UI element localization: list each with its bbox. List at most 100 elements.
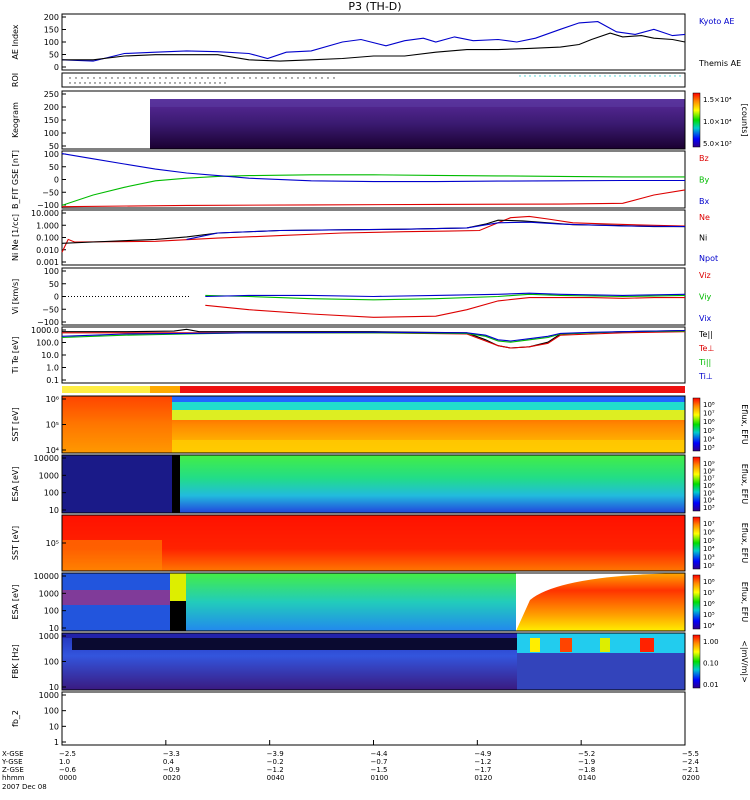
roi-dot [201, 77, 203, 79]
panel-esa1: ESA [eV] 10000 1000 100 10 10⁹10⁸10⁷10⁶10⁵10⁴… [11, 454, 749, 515]
x-tick-label: −2.1 [682, 766, 699, 774]
y-axis-label: Vi [km/s] [11, 279, 20, 315]
roi-dot [179, 82, 181, 84]
y-axis-label: FBK [Hz] [11, 644, 20, 678]
y-tick-label: 1000 [39, 691, 59, 700]
colorbar-tick-label: 10⁷ [703, 475, 715, 483]
x-tick-label: 0200 [682, 774, 700, 782]
panel-density: Ni Ne [1/cc] 10.000 1.000 0.100 0.010 0.001 Ne… [11, 209, 718, 267]
roi-dot [297, 77, 299, 79]
x-tick-label: −2.5 [59, 750, 76, 758]
roi-dot [231, 77, 233, 79]
x-row-label: Z-GSE [2, 766, 24, 774]
roi-dot [204, 82, 206, 84]
colorbar-tick-label: 10⁵ [703, 427, 715, 435]
y-tick-label: 50 [49, 280, 59, 289]
legend-entry: Ni [699, 234, 707, 243]
roi-dot [569, 75, 571, 77]
colorbar-unit: Eflux, EFU [740, 464, 749, 505]
roi-dot [249, 77, 251, 79]
roi-dot [219, 77, 221, 79]
legend-entry: Kyoto AE [699, 17, 734, 26]
roi-dot [664, 75, 666, 77]
y-tick-label: 150 [44, 116, 59, 125]
y-axis-label: Keogram [11, 102, 20, 138]
panel-esa2: ESA [eV] 10000 1000 100 10 10⁸ 10⁷ 10⁶ 10⁵ 10⁴ Efl… [11, 572, 749, 633]
y-tick-label: 100 [44, 707, 59, 716]
y-tick-label: 10 [49, 722, 59, 731]
roi-dot [69, 82, 71, 84]
colorbar-unit: Eflux, EFU [740, 582, 749, 623]
colorbar-unit: Eflux, EFU [740, 523, 749, 564]
y-tick-label: 10.000 [31, 209, 59, 218]
roi-dot [674, 75, 676, 77]
roi-dot [169, 82, 171, 84]
y-tick-label: 50 [49, 163, 59, 172]
y-tick-label: 1000.0 [31, 326, 59, 335]
roi-dot [564, 75, 566, 77]
colorbar [692, 634, 701, 689]
roi-dot [189, 82, 191, 84]
colorbar [692, 92, 701, 148]
x-tick-label: −0.6 [59, 766, 77, 774]
roi-dot [154, 82, 156, 84]
x-tick-label: 0040 [267, 774, 285, 782]
roi-dot [93, 77, 95, 79]
y-tick-label: 100 [44, 267, 59, 276]
colorbar-tick-label: 10⁸ [703, 467, 715, 475]
roi-dot [134, 82, 136, 84]
panel-temperature: Ti Te [eV] 1000.0 100.0 10.0 1.0 0.1 Te|| Te⊥ Ti… [11, 326, 714, 385]
roi-dot [291, 77, 293, 79]
panel-frame [61, 454, 686, 514]
x-tick-label: −3.9 [267, 750, 284, 758]
colorbar-tick-label: 1.0×10⁴ [703, 118, 732, 126]
y-tick-label: 50 [49, 142, 59, 151]
colorbar-tick-label: 10⁴ [703, 545, 715, 553]
legend-entry: Bz [699, 154, 709, 163]
colorbar-tick-label: 0.01 [703, 681, 719, 689]
y-tick-label: 10 [49, 683, 59, 692]
roi-dot [149, 82, 151, 84]
y-tick-label: −100 [37, 201, 59, 210]
y-tick-label: 100 [44, 150, 59, 159]
panel-fbk: FBK [Hz] 1000 100 10 1.00 0.10 0.01 <|mV/m|> [11, 632, 749, 692]
roi-dot [147, 77, 149, 79]
colorbar-tick-label: 10⁶ [703, 528, 715, 536]
y-tick-label: 250 [44, 90, 59, 99]
roi-dot [544, 75, 546, 77]
roi-dot [225, 77, 227, 79]
roi-dot [574, 75, 576, 77]
roi-dot [255, 77, 257, 79]
colorbar-tick-label: 10⁶ [703, 482, 715, 490]
legend-entry: By [699, 176, 709, 185]
roi-dot [519, 75, 521, 77]
x-row-label: X-GSE [2, 750, 24, 758]
x-tick-label: 0000 [59, 774, 77, 782]
colorbar-unit: [counts] [740, 104, 749, 137]
roi-dot [165, 77, 167, 79]
x-tick-label: −4.9 [474, 750, 491, 758]
y-axis-label: ESA [eV] [11, 585, 20, 620]
colorbar-tick-label: 10⁷ [703, 589, 715, 597]
x-tick-label: −4.4 [371, 750, 389, 758]
x-tick-label: 0120 [474, 774, 492, 782]
colorbar-tick-label: 0.10 [703, 660, 719, 668]
series-line-Viy [205, 293, 686, 301]
roi-dot [594, 75, 596, 77]
y-tick-label: 200 [44, 103, 59, 112]
x-tick-label: −0.2 [267, 758, 284, 766]
roi-dot [529, 75, 531, 77]
roi-dot [195, 77, 197, 79]
panel-ae: AE Index 200 150 100 50 0 Kyoto AE Themis AE [11, 13, 741, 72]
colorbar-unit: <|mV/m|> [740, 640, 749, 683]
roi-dot [129, 82, 131, 84]
roi-dot [559, 75, 561, 77]
legend-entry: Viz [699, 271, 711, 280]
y-axis-label: fb_2 [11, 710, 20, 727]
roi-dot [333, 77, 335, 79]
y-tick-label: 100 [44, 38, 59, 47]
colorbar-tick-label: 10⁸ [703, 578, 715, 586]
x-tick-label: −1.2 [474, 758, 491, 766]
y-axis-label: ROI [11, 73, 20, 87]
roi-dot [153, 77, 155, 79]
